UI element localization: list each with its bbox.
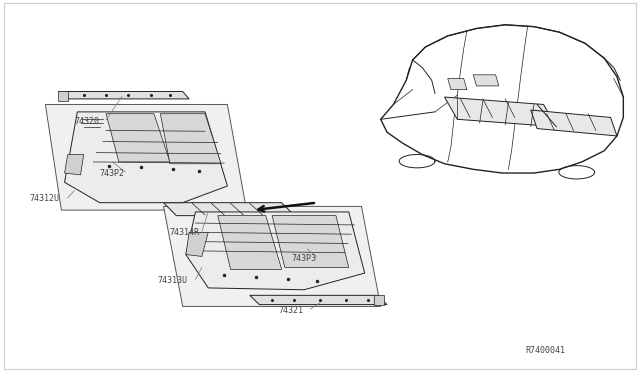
Polygon shape — [58, 92, 189, 99]
Polygon shape — [218, 216, 282, 269]
Text: 743P3: 743P3 — [291, 254, 316, 263]
Polygon shape — [65, 112, 227, 203]
Text: R7400041: R7400041 — [526, 346, 566, 355]
Text: 74321: 74321 — [278, 306, 303, 315]
Polygon shape — [186, 232, 208, 256]
Polygon shape — [164, 206, 381, 307]
Polygon shape — [374, 295, 384, 305]
Polygon shape — [186, 212, 365, 290]
Polygon shape — [272, 216, 349, 267]
Polygon shape — [381, 25, 623, 173]
Polygon shape — [58, 92, 68, 101]
Polygon shape — [106, 114, 170, 162]
Polygon shape — [445, 97, 556, 127]
Polygon shape — [448, 78, 467, 90]
Polygon shape — [65, 154, 84, 175]
Text: 74313U: 74313U — [157, 276, 187, 285]
Text: 74312U: 74312U — [29, 195, 60, 203]
Polygon shape — [531, 110, 617, 136]
Polygon shape — [164, 203, 294, 216]
Polygon shape — [250, 295, 387, 305]
Polygon shape — [473, 75, 499, 86]
Text: 74320: 74320 — [74, 117, 99, 126]
Text: 74314R: 74314R — [170, 228, 200, 237]
Polygon shape — [161, 114, 221, 164]
Text: 743P2: 743P2 — [100, 169, 125, 177]
Polygon shape — [45, 105, 246, 210]
